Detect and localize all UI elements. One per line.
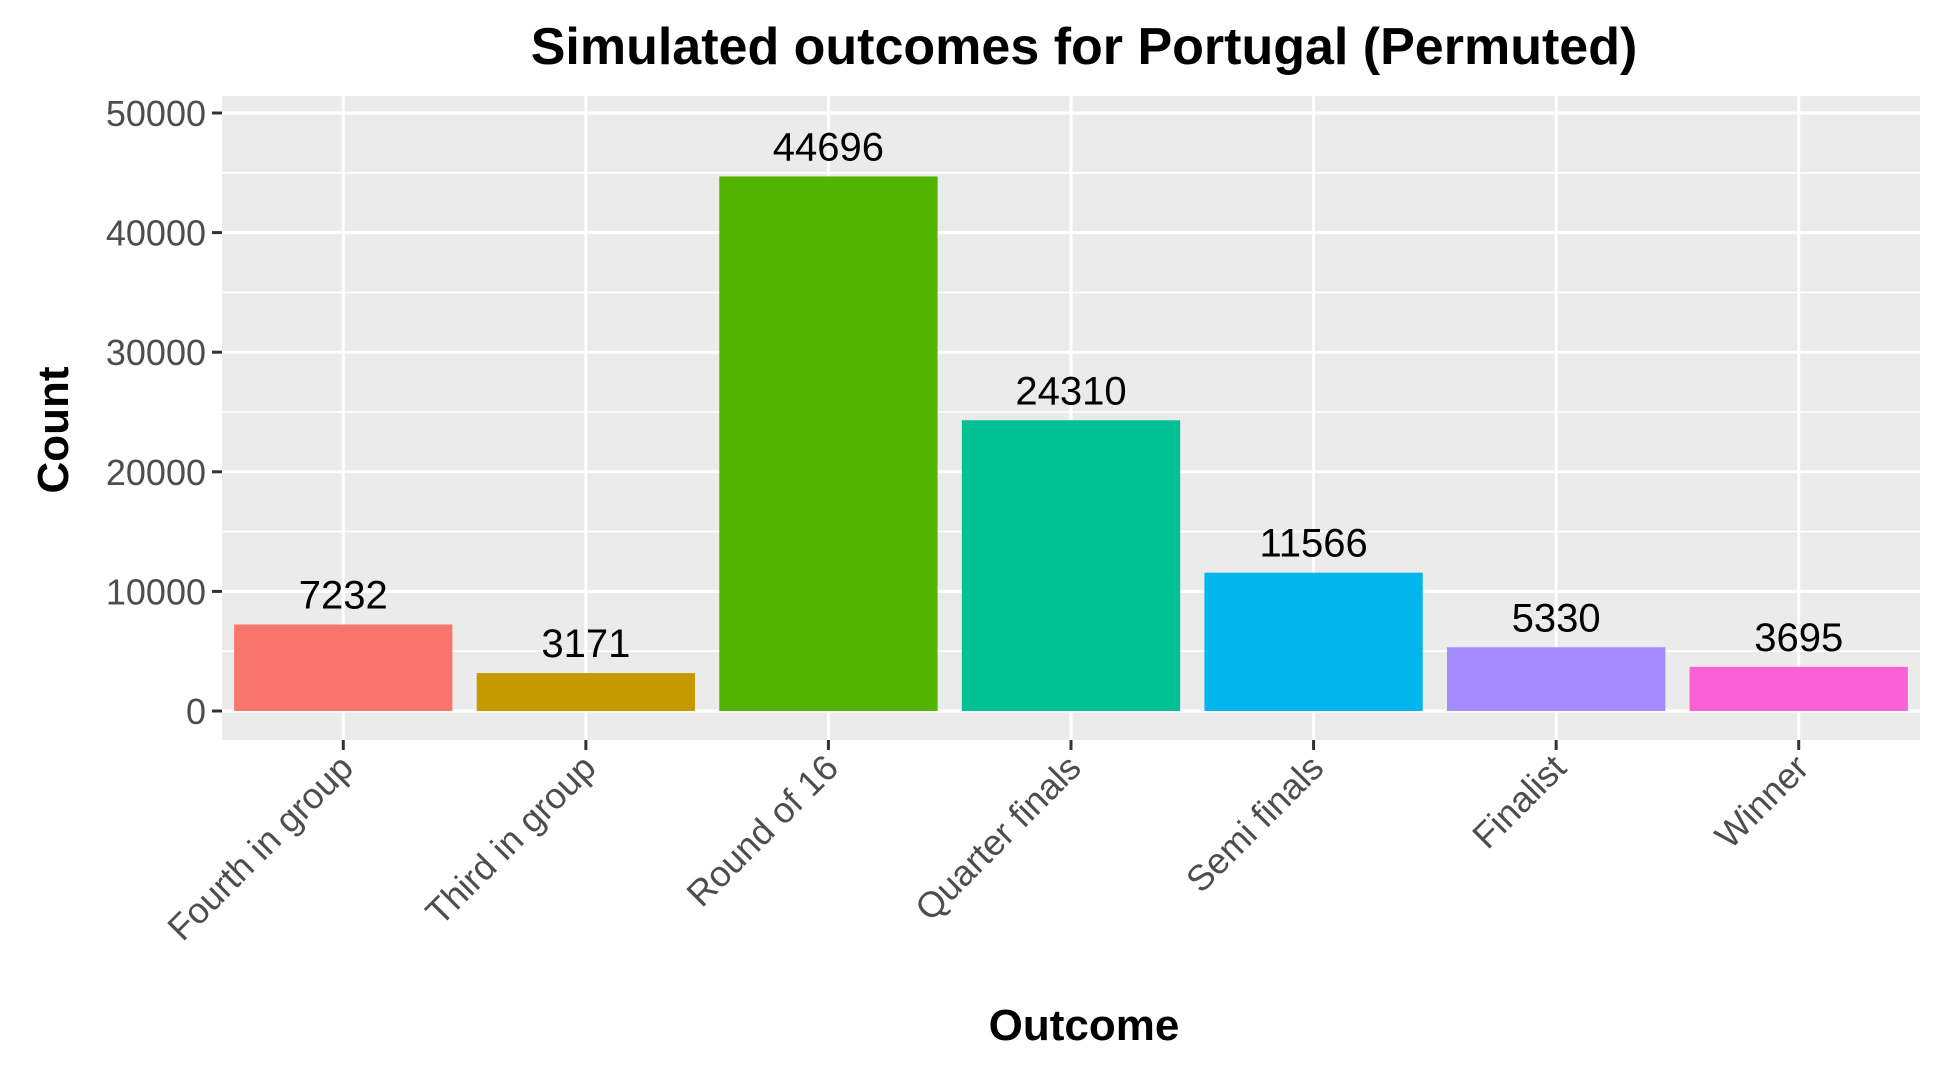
y-tick-label: 0: [186, 691, 206, 732]
y-tick-label: 10000: [106, 571, 206, 612]
bar: [961, 420, 1181, 711]
y-tick-label: 20000: [106, 452, 206, 493]
bar: [1204, 572, 1423, 711]
y-tick-label: 30000: [106, 332, 206, 373]
data-label: 24310: [1015, 369, 1126, 413]
bar: [1446, 647, 1666, 711]
x-tick-label: Fourth in group: [159, 747, 361, 949]
bar: [234, 624, 453, 711]
y-axis-title: Count: [29, 366, 78, 493]
data-label: 44696: [773, 125, 884, 169]
data-label: 3171: [541, 622, 630, 666]
data-label: 3695: [1754, 616, 1843, 660]
data-label: 5330: [1512, 596, 1601, 640]
y-tick-label: 40000: [106, 213, 206, 254]
y-tick-label: 50000: [106, 93, 206, 134]
x-tick-label: Third in group: [417, 747, 603, 933]
data-label: 7232: [299, 574, 388, 618]
bar: [476, 673, 696, 711]
chart-title: Simulated outcomes for Portugal (Permute…: [531, 18, 1638, 76]
bar: [719, 176, 938, 711]
x-tick-label: Winner: [1707, 747, 1817, 857]
bar: [1689, 666, 1908, 711]
x-axis-title: Outcome: [989, 1001, 1180, 1050]
data-label: 11566: [1259, 522, 1367, 566]
x-tick-label: Round of 16: [678, 747, 846, 915]
x-tick-label: Quarter finals: [907, 747, 1089, 929]
x-tick-label: Finalist: [1464, 747, 1574, 857]
x-tick-label: Semi finals: [1178, 747, 1331, 900]
